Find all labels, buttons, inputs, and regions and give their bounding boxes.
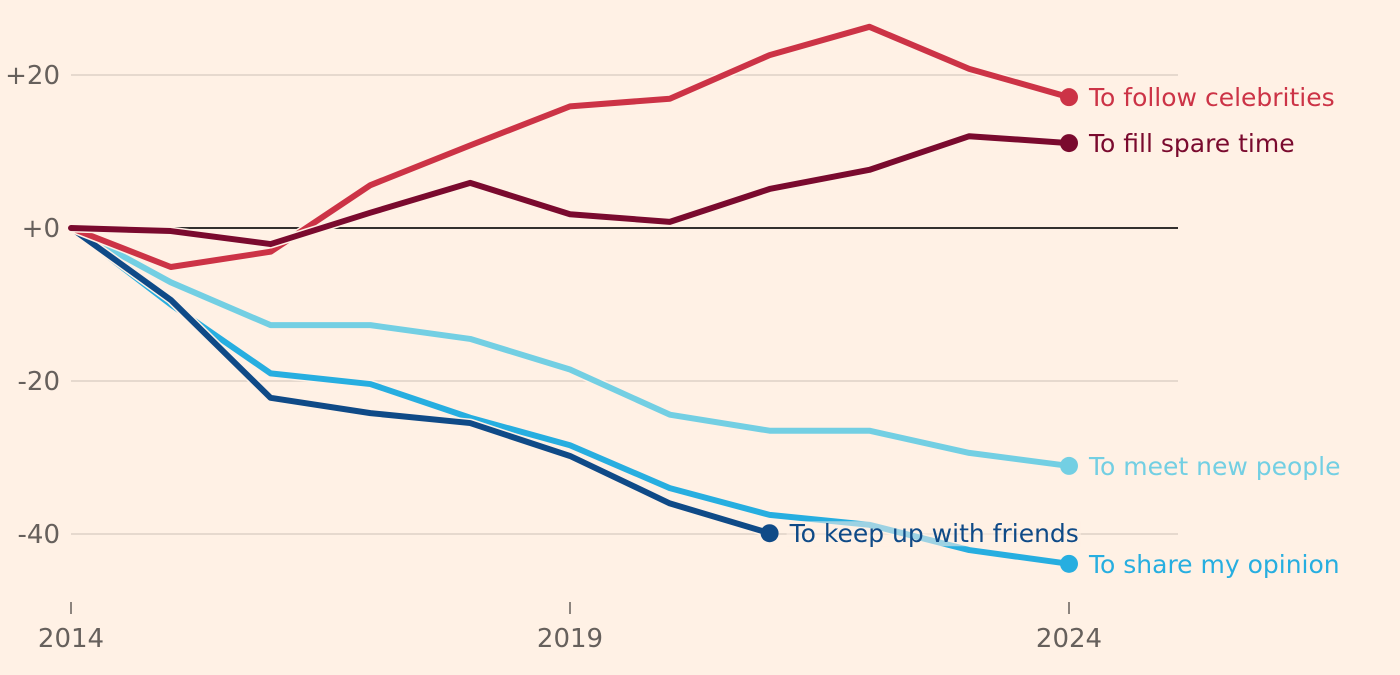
series-halo-to-share-my-opinion <box>66 223 1074 569</box>
y-tick-label: -40 <box>18 520 60 550</box>
label-background <box>786 521 1081 547</box>
end-dot-to-fill-spare-time <box>1060 134 1078 153</box>
series-labels: To meet new people To share my opinion To … <box>786 83 1341 579</box>
series-line-to-fill-spare-time <box>68 133 1072 248</box>
y-tick-label: +0 <box>22 214 60 244</box>
y-tick-label: +20 <box>5 61 60 91</box>
x-tick-label: 2019 <box>537 624 603 654</box>
series-line-to-meet-new-people <box>68 225 1072 469</box>
series-halo-to-follow-celebrities <box>66 22 1074 272</box>
series-label-to-share-my-opinion: To share my opinion <box>1088 550 1340 579</box>
series-line-to-keep-up-with-friends <box>68 225 773 537</box>
series-line-to-follow-celebrities <box>68 23 1072 271</box>
series-label-to-meet-new-people: To meet new people <box>1088 452 1341 481</box>
series-label-to-keep-up-with-friends: To keep up with friends <box>789 519 1079 548</box>
x-tick-label: 2024 <box>1036 624 1102 654</box>
series-line-to-share-my-opinion <box>68 225 1072 567</box>
end-dot-to-follow-celebrities <box>1060 88 1078 107</box>
y-tick-label: -20 <box>18 367 60 397</box>
x-tick-label: 2014 <box>38 624 104 654</box>
series-lines <box>66 22 1078 573</box>
series-label-to-fill-spare-time: To fill spare time <box>1088 129 1295 158</box>
end-dot-to-meet-new-people <box>1060 456 1078 475</box>
end-dot-to-share-my-opinion <box>1060 554 1078 573</box>
series-label-to-follow-celebrities: To follow celebrities <box>1088 83 1335 112</box>
end-dot-to-keep-up-with-friends <box>760 524 779 543</box>
y-axis: +20 +0 -20 -40 <box>5 61 60 550</box>
x-axis: 2014 2019 2024 <box>38 602 1102 654</box>
